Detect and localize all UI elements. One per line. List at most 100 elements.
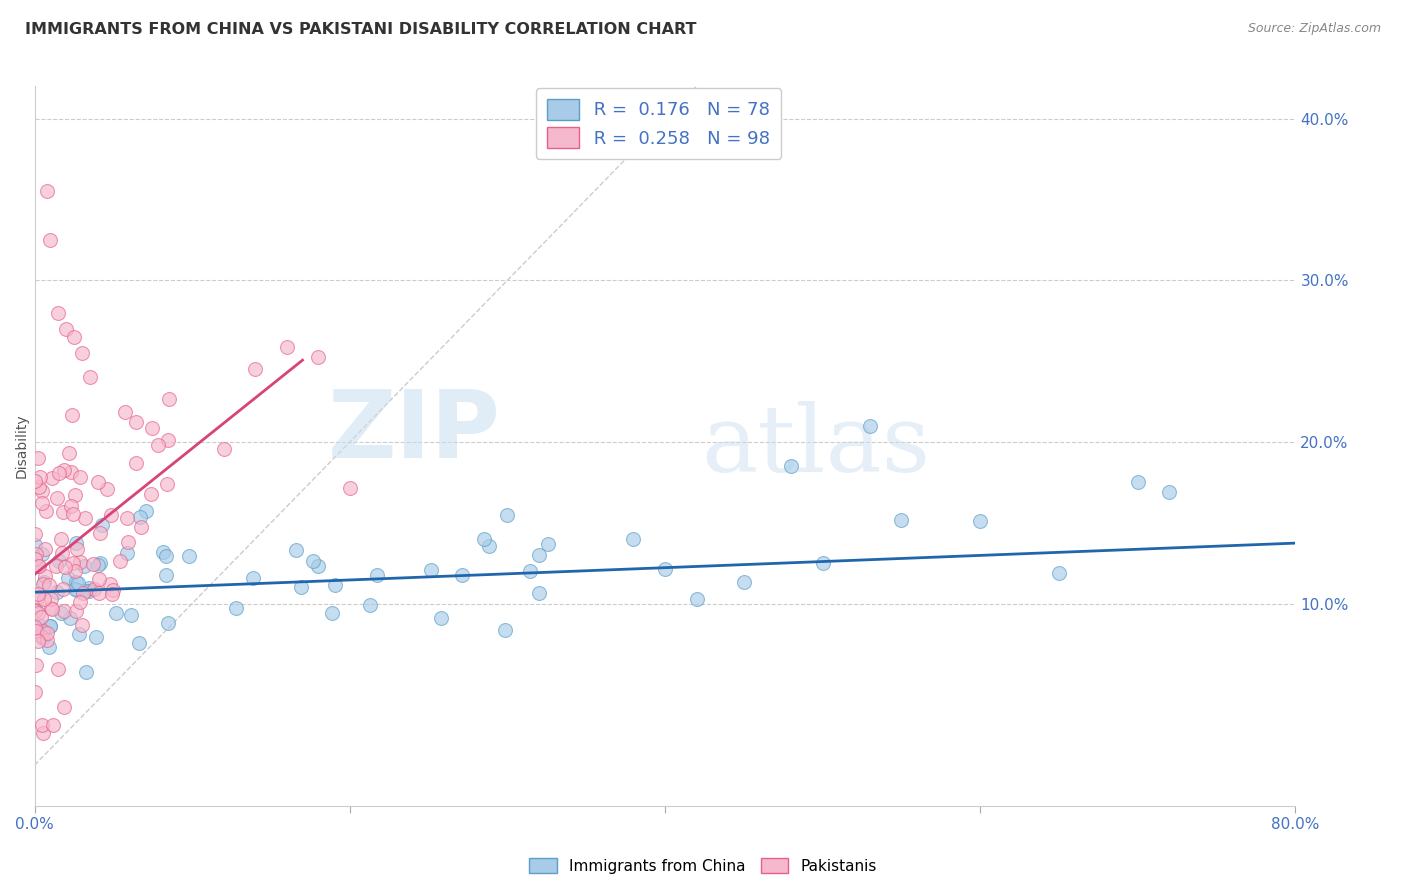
Point (27, 587, 49, 601)
Point (285, 542, 308, 557)
Point (27, 590, 49, 604)
Point (156, 476, 179, 491)
Point (41, 471, 63, 485)
Point (100, 587, 122, 601)
Point (56, 570, 79, 584)
Point (152, 544, 174, 558)
Point (155, 568, 177, 582)
Point (37, 185, 59, 199)
Point (46, 305, 69, 319)
Point (366, 567, 388, 582)
Point (24, 657, 46, 672)
Point (24, 538, 46, 552)
Point (125, 415, 148, 429)
Point (139, 487, 162, 501)
Point (131, 519, 153, 533)
Point (39, 233, 62, 247)
Y-axis label: Disability: Disability (15, 414, 30, 478)
Point (65, 574, 87, 589)
Point (28, 480, 51, 494)
Point (38, 640, 60, 654)
Point (321, 607, 343, 621)
Point (245, 362, 267, 376)
Point (811, 556, 834, 570)
Point (59, 500, 82, 514)
Point (77, 581, 100, 595)
Point (89, 556, 111, 570)
Point (69, 470, 91, 484)
Point (32, 574, 55, 589)
Point (24, 685, 46, 699)
Point (527, 548, 550, 562)
Point (654, 562, 676, 576)
Point (969, 514, 991, 528)
Point (114, 404, 136, 418)
Point (90, 517, 112, 532)
Legend:  R =  0.176   N = 78,  R =  0.258   N = 98: R = 0.176 N = 78, R = 0.258 N = 98 (536, 88, 782, 159)
Point (34, 569, 56, 583)
Point (24, 475, 46, 489)
Point (276, 340, 298, 354)
Point (1126, 475, 1149, 490)
Point (31, 718, 53, 732)
Point (53, 463, 76, 477)
Point (685, 592, 707, 607)
Point (104, 606, 127, 620)
Point (58, 445, 80, 459)
Point (65, 604, 87, 618)
Point (28, 617, 51, 632)
Point (41, 602, 63, 616)
Point (55, 322, 77, 336)
Point (339, 481, 361, 495)
Point (28, 559, 51, 574)
Point (59, 610, 82, 624)
Point (323, 577, 346, 591)
Point (66, 582, 89, 597)
Point (451, 567, 474, 582)
Point (31, 495, 53, 509)
Point (115, 546, 138, 560)
Point (780, 459, 803, 474)
Point (89, 525, 111, 540)
Point (75, 583, 97, 598)
Point (67, 627, 90, 641)
Point (307, 558, 329, 573)
Point (35, 633, 58, 648)
Point (129, 509, 152, 524)
Point (156, 615, 179, 630)
Point (35, 626, 58, 640)
Point (623, 532, 645, 546)
Point (98, 576, 121, 591)
Point (51, 607, 73, 621)
Point (60, 408, 83, 422)
Point (69, 555, 91, 569)
Point (155, 549, 177, 564)
Point (39, 601, 62, 615)
Point (30, 628, 52, 642)
Point (59, 466, 82, 480)
Point (128, 636, 150, 650)
Point (67, 575, 90, 590)
Point (24, 620, 46, 634)
Point (51, 546, 73, 560)
Point (66, 542, 89, 557)
Point (32, 591, 55, 606)
Point (519, 564, 541, 578)
Point (35, 504, 58, 518)
Point (120, 608, 142, 623)
Point (31, 547, 53, 561)
Point (157, 392, 180, 407)
Text: IMMIGRANTS FROM CHINA VS PAKISTANI DISABILITY CORRELATION CHART: IMMIGRANTS FROM CHINA VS PAKISTANI DISAB… (25, 22, 697, 37)
Point (31, 632, 53, 646)
Point (141, 421, 163, 435)
Point (212, 442, 235, 456)
Point (87, 586, 110, 600)
Point (53, 560, 76, 574)
Point (27, 559, 49, 574)
Point (84, 630, 107, 644)
Point (24, 526, 46, 541)
Point (890, 512, 912, 526)
Text: Source: ZipAtlas.com: Source: ZipAtlas.com (1247, 22, 1381, 36)
Point (87, 558, 110, 573)
Point (63, 582, 86, 596)
